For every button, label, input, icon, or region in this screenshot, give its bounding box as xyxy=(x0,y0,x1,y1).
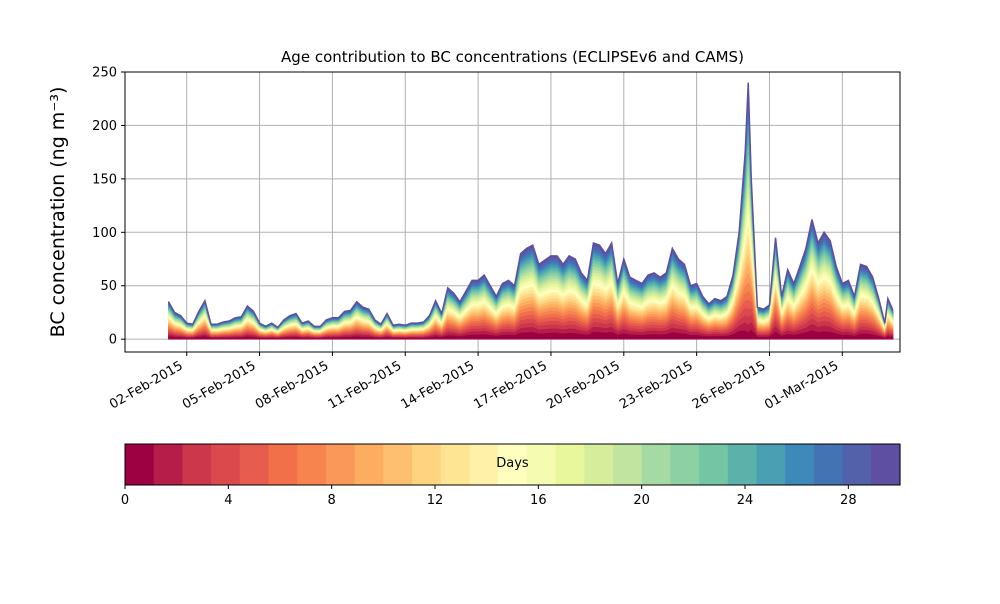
plot-frame xyxy=(124,71,901,353)
x-tick-label: 08-Feb-2015 xyxy=(253,358,332,412)
colorbar-swatch xyxy=(182,444,212,485)
colorbar-swatch xyxy=(842,444,872,485)
colorbar-tick-label: 24 xyxy=(737,493,754,508)
colorbar-swatch xyxy=(641,444,671,485)
y-tick-label: 150 xyxy=(92,172,117,187)
x-tick-label: 20-Feb-2015 xyxy=(544,358,623,412)
colorbar-tick-label: 20 xyxy=(633,493,650,508)
age-layer-8 xyxy=(168,263,894,340)
x-tick-label: 14-Feb-2015 xyxy=(399,358,478,412)
x-tick-label: 26-Feb-2015 xyxy=(690,358,769,412)
colorbar-tick-label: 12 xyxy=(427,493,444,508)
colorbar-label: Days xyxy=(496,456,529,471)
colorbar-swatch xyxy=(383,444,413,485)
colorbar-swatch xyxy=(813,444,844,485)
colorbar-swatch xyxy=(612,444,643,485)
colorbar-swatch xyxy=(526,444,557,485)
x-tick-label: 01-Mar-2015 xyxy=(762,358,841,412)
colorbar-tick-label: 28 xyxy=(840,493,857,508)
y-tick-label: 0 xyxy=(109,333,117,348)
colorbar-swatch xyxy=(584,444,614,485)
colorbar: 0 4 8 12 16 20 24 28 xyxy=(121,443,901,508)
colorbar-tick-label: 0 xyxy=(121,493,129,508)
colorbar-swatch xyxy=(440,444,471,485)
colorbar-tick-label: 8 xyxy=(328,493,336,508)
colorbar-swatch xyxy=(785,444,815,485)
x-axis-ticks: 02-Feb-201505-Feb-201508-Feb-201511-Feb-… xyxy=(107,352,843,413)
y-tick-label: 50 xyxy=(100,279,117,294)
y-tick-label: 200 xyxy=(92,119,117,134)
x-tick-label: 02-Feb-2015 xyxy=(107,358,186,412)
stacked-age-layers xyxy=(168,82,894,340)
colorbar-swatch xyxy=(871,444,901,485)
colorbar-swatch xyxy=(325,444,356,485)
y-tick-label: 100 xyxy=(92,226,117,241)
colorbar-tick-label: 4 xyxy=(224,493,232,508)
colorbar-swatch xyxy=(354,444,384,485)
colorbar-swatch xyxy=(670,444,700,485)
colorbar-tick-label: 16 xyxy=(530,493,547,508)
x-tick-label: 17-Feb-2015 xyxy=(471,358,550,412)
colorbar-frame xyxy=(124,443,901,486)
x-tick-label: 11-Feb-2015 xyxy=(326,358,405,412)
colorbar-swatch xyxy=(297,444,327,485)
age-layer-1 xyxy=(168,322,894,340)
colorbar-swatch xyxy=(727,444,758,485)
colorbar-swatch xyxy=(498,444,528,485)
colorbar-swatch xyxy=(125,444,155,485)
x-tick-label: 23-Feb-2015 xyxy=(617,358,696,412)
chart-title: Age contribution to BC concentrations (E… xyxy=(281,48,744,66)
y-axis-ticks: 0 50 100 150 200 250 xyxy=(92,66,125,348)
colorbar-swatch xyxy=(239,444,270,485)
colorbar-swatch xyxy=(555,444,585,485)
colorbar-swatch xyxy=(699,444,729,485)
age-layer-7 xyxy=(168,272,894,340)
colorbar-swatch xyxy=(153,444,184,485)
age-layer-0 xyxy=(168,329,894,340)
colorbar-swatch xyxy=(412,444,442,485)
colorbar-swatch xyxy=(211,444,241,485)
total-concentration-line xyxy=(167,82,894,329)
colorbar-swatch xyxy=(756,444,786,485)
colorbar-swatch xyxy=(268,444,298,485)
y-axis-label: BC concentration (ng m⁻³) xyxy=(47,86,69,338)
colorbar-swatch xyxy=(469,444,499,485)
x-tick-label: 05-Feb-2015 xyxy=(180,358,259,412)
y-tick-label: 250 xyxy=(92,66,117,81)
